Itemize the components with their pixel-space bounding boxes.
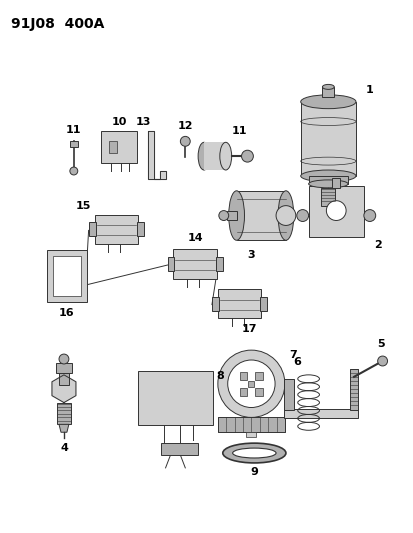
- Bar: [332, 178, 339, 188]
- Bar: [167, 257, 174, 271]
- Bar: [308, 186, 363, 237]
- Bar: [59, 371, 69, 385]
- Bar: [248, 381, 254, 387]
- Ellipse shape: [232, 448, 275, 458]
- Text: 14: 14: [187, 233, 202, 243]
- Text: 8: 8: [216, 371, 224, 381]
- Text: 3: 3: [247, 250, 254, 260]
- Circle shape: [180, 136, 190, 146]
- Bar: [101, 132, 137, 163]
- Text: 2: 2: [373, 240, 380, 251]
- Circle shape: [275, 206, 295, 225]
- Circle shape: [70, 167, 78, 175]
- Text: 9: 9: [250, 467, 258, 477]
- Bar: [215, 257, 222, 271]
- Text: 15: 15: [75, 200, 90, 211]
- Text: 4: 4: [60, 443, 68, 453]
- Bar: [349, 369, 357, 410]
- Bar: [57, 402, 71, 424]
- Bar: [173, 249, 216, 279]
- Polygon shape: [59, 424, 69, 432]
- Text: 11: 11: [66, 125, 81, 135]
- Bar: [94, 215, 138, 244]
- Circle shape: [241, 150, 253, 162]
- Bar: [246, 432, 256, 437]
- Bar: [320, 188, 335, 206]
- Circle shape: [325, 201, 345, 221]
- Polygon shape: [147, 132, 165, 179]
- Circle shape: [59, 354, 69, 364]
- Circle shape: [218, 211, 228, 221]
- Bar: [255, 387, 263, 395]
- Circle shape: [363, 209, 375, 222]
- Bar: [160, 443, 198, 455]
- Ellipse shape: [222, 443, 285, 463]
- Text: 6: 6: [292, 357, 300, 367]
- Ellipse shape: [300, 95, 355, 109]
- Text: 1: 1: [365, 85, 373, 95]
- Bar: [56, 363, 72, 373]
- Ellipse shape: [198, 142, 209, 170]
- Polygon shape: [52, 375, 76, 402]
- Text: 12: 12: [177, 122, 192, 132]
- Bar: [283, 408, 357, 418]
- Bar: [239, 372, 247, 380]
- Bar: [322, 87, 333, 97]
- Bar: [283, 379, 293, 410]
- Text: 7: 7: [288, 350, 296, 360]
- Bar: [217, 417, 284, 432]
- Ellipse shape: [308, 180, 347, 188]
- Bar: [138, 371, 212, 425]
- Text: 16: 16: [59, 308, 74, 318]
- Circle shape: [377, 356, 387, 366]
- Bar: [308, 176, 347, 184]
- Ellipse shape: [228, 191, 244, 240]
- Bar: [211, 297, 218, 311]
- Bar: [53, 256, 81, 296]
- Bar: [255, 372, 263, 380]
- Text: 91J08  400A: 91J08 400A: [11, 17, 104, 30]
- Bar: [204, 142, 225, 170]
- Circle shape: [227, 360, 274, 408]
- Ellipse shape: [300, 170, 355, 182]
- Ellipse shape: [219, 142, 231, 170]
- Bar: [260, 297, 266, 311]
- Bar: [47, 250, 86, 302]
- Text: 5: 5: [377, 339, 385, 349]
- Ellipse shape: [322, 84, 333, 90]
- Text: 10: 10: [111, 117, 126, 127]
- Circle shape: [217, 350, 284, 417]
- Bar: [226, 211, 236, 221]
- Text: 11: 11: [231, 126, 247, 136]
- Bar: [70, 141, 78, 147]
- Text: 17: 17: [241, 325, 256, 334]
- Text: 13: 13: [136, 117, 151, 127]
- Bar: [236, 191, 285, 240]
- Bar: [109, 141, 117, 153]
- Bar: [88, 222, 95, 236]
- Ellipse shape: [278, 191, 293, 240]
- Bar: [217, 289, 261, 318]
- Circle shape: [296, 209, 308, 222]
- Bar: [239, 387, 247, 395]
- Bar: [300, 102, 355, 176]
- Bar: [137, 222, 143, 236]
